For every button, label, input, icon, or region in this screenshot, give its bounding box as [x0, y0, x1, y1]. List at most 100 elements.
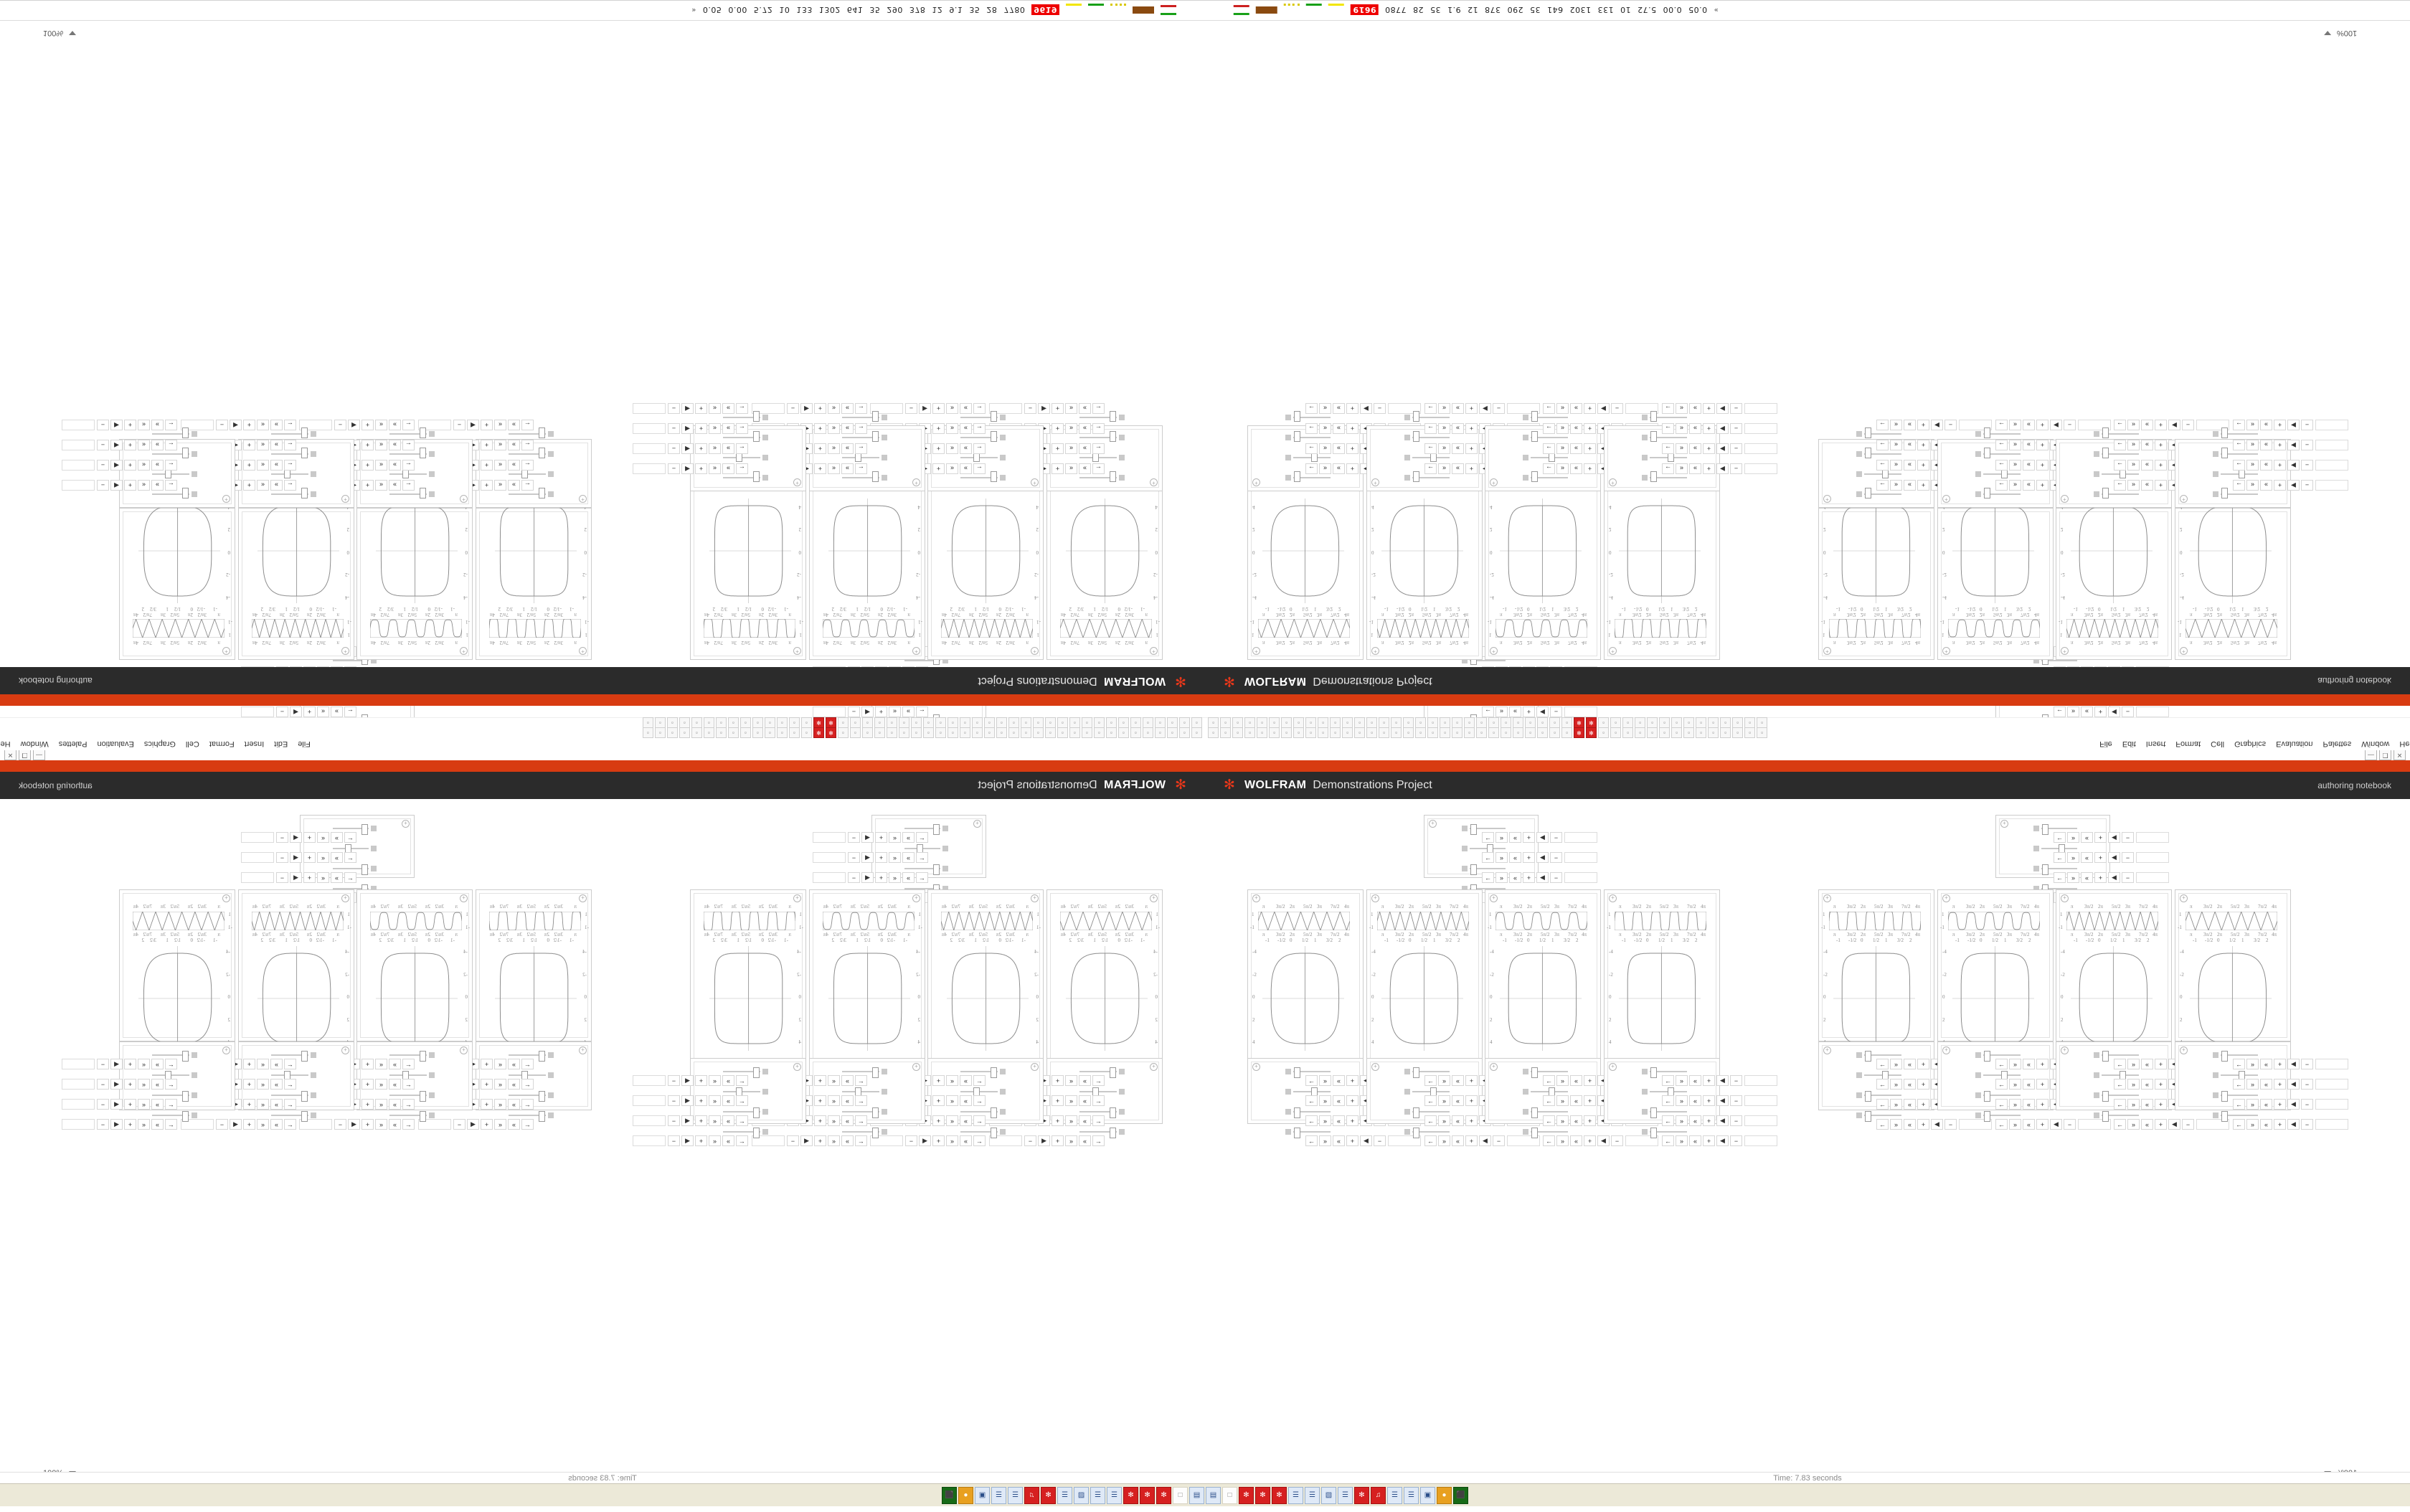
- manipulate-slider-row-L01-0[interactable]: [960, 1067, 1006, 1078]
- manipulate-button-row-L11-3[interactable]: ←» «+ ◀ −: [1424, 403, 1540, 414]
- slider-thumb[interactable]: [2221, 1091, 2228, 1102]
- slider-thumb[interactable]: [1650, 471, 1657, 482]
- step-down-button[interactable]: »: [1319, 463, 1331, 474]
- manipulate-controls-card-R10[interactable]: +←»«+◀−←»«+◀−←»«+◀−←»«+◀−: [1818, 1041, 1992, 1130]
- reset-button[interactable]: ←: [973, 1115, 986, 1126]
- play-button[interactable]: +: [124, 1119, 136, 1130]
- manipulate-button-row-L13-3[interactable]: ←» «+ ◀ −: [1662, 403, 1777, 414]
- reset-button[interactable]: ←: [521, 1079, 534, 1090]
- slider-handle-icon[interactable]: [371, 826, 377, 831]
- direction-button[interactable]: ◀: [2287, 420, 2300, 430]
- play-button[interactable]: +: [695, 1075, 707, 1086]
- manipulate-button-row-R13-2[interactable]: ←» «+ ◀ −: [2233, 440, 2348, 450]
- taskbar-item-doc-3[interactable]: ☰: [1057, 1486, 1072, 1504]
- step-up-button[interactable]: «: [2141, 1099, 2153, 1110]
- toolbar-icon-37[interactable]: ▫: [740, 727, 751, 739]
- taskbar-item-mathematica-4[interactable]: ✻: [1354, 1486, 1369, 1504]
- step-up-button[interactable]: «: [2260, 1059, 2272, 1069]
- step-down-button[interactable]: »: [2246, 1059, 2259, 1069]
- step-down-button[interactable]: »: [270, 1059, 283, 1069]
- step-down-button[interactable]: »: [902, 872, 915, 883]
- slider-thumb[interactable]: [420, 1091, 427, 1102]
- play-button[interactable]: +: [932, 1075, 945, 1086]
- toolbar-icon-42[interactable]: ▫: [1720, 727, 1731, 739]
- step-down-button[interactable]: »: [2246, 1099, 2259, 1110]
- step-up-button[interactable]: «: [375, 1099, 387, 1110]
- slider-thumb[interactable]: [1110, 431, 1117, 442]
- slower-button[interactable]: −: [276, 852, 288, 863]
- reset-button[interactable]: ←: [736, 1075, 748, 1086]
- slower-button[interactable]: −: [1730, 443, 1742, 454]
- manipulate-slider-row-L03-3[interactable]: [723, 411, 768, 422]
- card-plus-icon[interactable]: +: [341, 894, 349, 902]
- direction-button[interactable]: ◀: [110, 1119, 123, 1130]
- manipulate-controls-card-R13[interactable]: + ←» «+ ◀ − ←» «+ ◀ − ←» «+ ◀ − ←» «+ ◀ −: [2175, 420, 2348, 508]
- demonstration-card-3[interactable]: + π 3π/2 2π 5π/2 3π 7π/2 4π π 3π/2 2π 5π/2 3π 7π/2 4π 1…: [690, 434, 806, 660]
- manipulate-button-row-L02-3[interactable]: ←» «+ ◀ −: [752, 1135, 867, 1146]
- direction-button[interactable]: ◀: [681, 1135, 694, 1146]
- slower-button[interactable]: −: [668, 1075, 680, 1086]
- slider-handle-icon[interactable]: [429, 491, 435, 497]
- manipulate-slider-row-R10-1[interactable]: [1856, 468, 1901, 478]
- reset-button[interactable]: ←: [165, 1059, 177, 1069]
- play-button[interactable]: +: [814, 1115, 826, 1126]
- play-button[interactable]: +: [814, 423, 826, 434]
- demonstration-card-7[interactable]: + π 3π/2 2π 5π/2 3π 7π/2 4π π 3π/2 2π 5π/2 3π 7π/2 4π 1…: [2175, 889, 2291, 1051]
- step-down-button[interactable]: »: [2246, 1079, 2259, 1090]
- reset-button[interactable]: ←: [1995, 1119, 2008, 1130]
- slider-handle-icon[interactable]: [311, 1112, 316, 1118]
- animation-buttons[interactable]: ←»«+◀−: [1024, 1135, 1105, 1146]
- slower-button[interactable]: −: [905, 1135, 917, 1146]
- play-button[interactable]: +: [1052, 1095, 1064, 1106]
- step-up-button[interactable]: «: [1570, 1135, 1582, 1146]
- manipulate-slider-row-L03-1[interactable]: [723, 451, 768, 462]
- slider-track[interactable]: [152, 468, 189, 478]
- reset-button[interactable]: ←: [2114, 480, 2126, 491]
- toolbar-icon-19[interactable]: ▫: [960, 717, 970, 729]
- step-down-button[interactable]: »: [1079, 463, 1091, 474]
- manipulate-slider-row-L13-2[interactable]: [1642, 431, 1687, 442]
- step-up-button[interactable]: «: [494, 420, 506, 430]
- value-field[interactable]: [633, 463, 666, 474]
- manipulate-controls-card-R03[interactable]: + ←» «+ ◀ − ←» «+ ◀ − ←» «+ ◀ − ←» «+ ◀ −: [62, 1041, 235, 1130]
- toolbar-icon-44[interactable]: ▫: [655, 717, 666, 729]
- manipulate-slider-row-R10-3[interactable]: [1856, 427, 1901, 438]
- manipulate-slider-row-L10-3[interactable]: [1285, 1128, 1331, 1138]
- play-button[interactable]: +: [481, 1059, 493, 1069]
- play-button[interactable]: +: [362, 460, 374, 471]
- slider-track[interactable]: [1412, 1107, 1450, 1118]
- manipulate-slider-row-R02-2[interactable]: [271, 448, 316, 458]
- step-down-button[interactable]: »: [722, 423, 734, 434]
- manipulate-slider-row-L02-3[interactable]: [842, 1128, 887, 1138]
- play-button[interactable]: +: [2155, 420, 2167, 430]
- manipulate-controls-card-L03[interactable]: + ←» «+ ◀ − ←» «+ ◀ − ←» «+ ◀ − ←» «+ ◀ −: [633, 1058, 806, 1146]
- step-down-button[interactable]: »: [841, 403, 854, 414]
- manipulate-button-row-R03-0[interactable]: ←» «+ ◀ −: [62, 1059, 177, 1069]
- slider-track[interactable]: [960, 451, 998, 462]
- slower-button[interactable]: −: [2301, 1059, 2313, 1069]
- slider-thumb[interactable]: [539, 1111, 546, 1122]
- step-down-button[interactable]: »: [1495, 832, 1508, 843]
- direction-button[interactable]: ◀: [348, 1119, 360, 1130]
- card-plus-icon[interactable]: +: [2180, 647, 2188, 655]
- manipulate-button-row-top-1-a-0[interactable]: ←» «+ ◀ −: [1482, 707, 1597, 717]
- value-field[interactable]: [1564, 872, 1597, 883]
- step-down-button[interactable]: »: [389, 440, 401, 450]
- play-button[interactable]: +: [1465, 403, 1478, 414]
- step-up-button[interactable]: «: [946, 443, 958, 454]
- step-up-button[interactable]: «: [1452, 1135, 1464, 1146]
- slider-track[interactable]: [1412, 1067, 1450, 1078]
- step-up-button[interactable]: «: [1570, 1115, 1582, 1126]
- taskbar-item-blank[interactable]: □: [1222, 1486, 1237, 1504]
- play-button[interactable]: +: [481, 1099, 493, 1110]
- step-up-button[interactable]: «: [375, 460, 387, 471]
- manipulate-button-row-L13-1[interactable]: ←» «+ ◀ −: [1662, 1095, 1777, 1106]
- step-down-button[interactable]: »: [1556, 443, 1569, 454]
- step-up-button[interactable]: «: [257, 480, 269, 491]
- play-button[interactable]: +: [243, 440, 255, 450]
- direction-button[interactable]: ◀: [110, 420, 123, 430]
- card-plus-icon[interactable]: +: [222, 647, 230, 655]
- manipulate-controls-card-R12[interactable]: +←»«+◀−←»«+◀−←»«+◀−←»«+◀−: [2056, 420, 2229, 508]
- manipulate-button-row-top-1-b-2[interactable]: ←»«+◀−: [2054, 872, 2169, 883]
- manipulate-slider-row-R03-2[interactable]: [152, 448, 197, 458]
